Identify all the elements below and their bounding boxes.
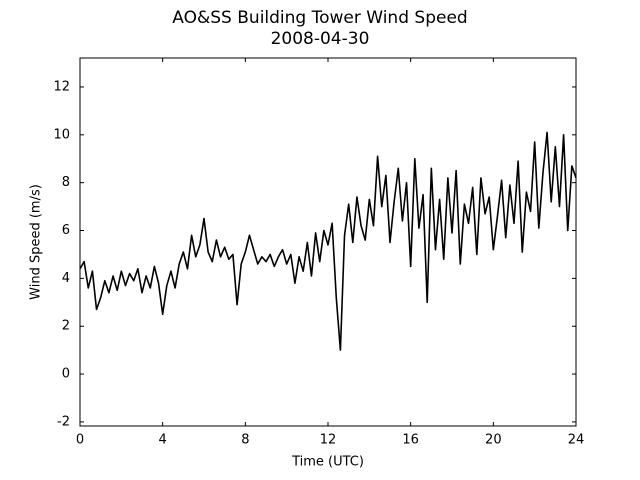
- plot-frame: [79, 57, 577, 427]
- y-tick-label: 6: [62, 223, 70, 238]
- x-axis-label: Time (UTC): [291, 455, 364, 470]
- x-tick-label: 8: [241, 433, 249, 448]
- data-line: [79, 131, 577, 351]
- x-tick-label: 20: [485, 433, 502, 448]
- y-tick-label: 12: [53, 79, 70, 94]
- y-tick-label: 2: [62, 319, 70, 334]
- chart-subtitle: 2008-04-30: [271, 29, 370, 49]
- y-tick-label: 8: [62, 175, 70, 190]
- y-tick-label: -2: [57, 414, 70, 429]
- x-tick-label: 24: [568, 433, 585, 448]
- x-tick-label: 12: [320, 433, 337, 448]
- chart-title: AO&SS Building Tower Wind Speed: [172, 8, 467, 28]
- y-tick-label: 4: [62, 271, 70, 286]
- x-tick-label: 0: [76, 433, 84, 448]
- y-tick-label: 10: [53, 127, 70, 142]
- x-tick-label: 16: [402, 433, 419, 448]
- y-axis-label: Wind Speed (m/s): [29, 184, 44, 300]
- x-tick-label: 4: [159, 433, 167, 448]
- y-tick-label: 0: [62, 367, 70, 382]
